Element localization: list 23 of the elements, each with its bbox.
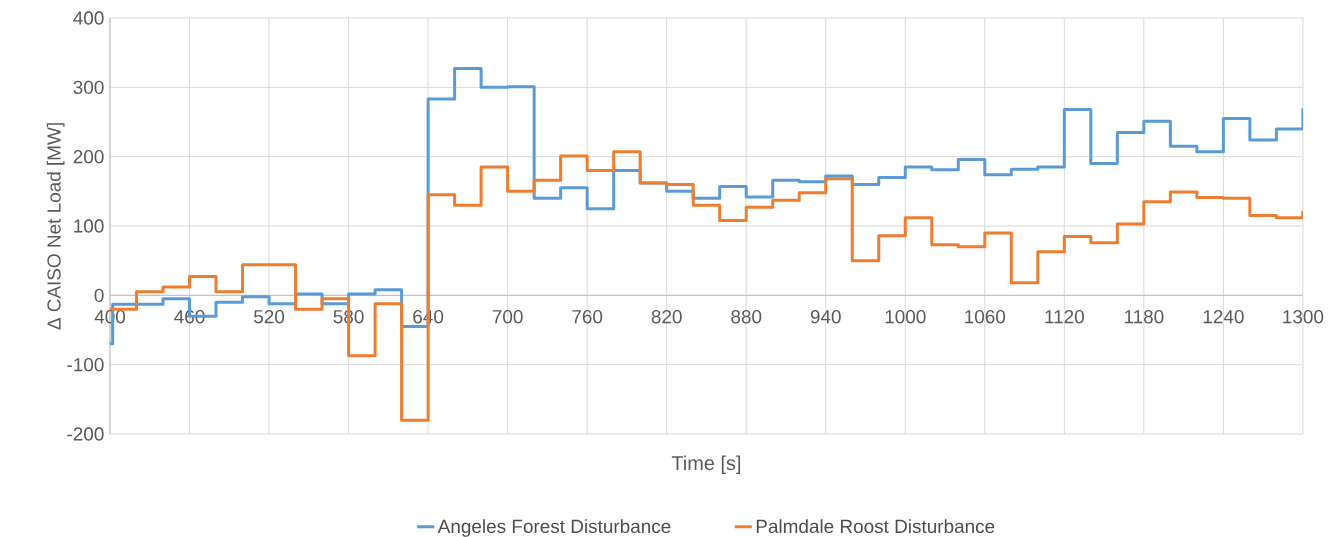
x-tick-label: 880 [731, 309, 762, 324]
y-tick-label: 100 [74, 219, 104, 233]
y-tick-label: 0 [94, 288, 104, 303]
y-tick-label: 400 [73, 11, 104, 25]
y-tick-label: 300 [73, 80, 104, 95]
x-tick-label: 700 [492, 309, 523, 324]
x-tick-label: 1240 [1203, 309, 1244, 324]
y-tick-label: 200 [73, 149, 104, 164]
legend-label: Angeles Forest Disturbance [437, 519, 671, 537]
y-tick-label: -200 [67, 427, 104, 441]
x-tick-label: 1120 [1045, 309, 1084, 324]
x-tick-label: 1060 [965, 309, 1006, 324]
x-tick-label: 1300 [1283, 309, 1324, 324]
x-tick-label: 760 [572, 309, 603, 324]
y-tick-label: -100 [67, 357, 104, 372]
x-tick-label: 940 [810, 309, 841, 324]
legend-label: Palmdale Roost Disturbance [756, 519, 995, 534]
x-axis-title: Time [s] [671, 455, 741, 475]
x-tick-label: 520 [254, 309, 285, 324]
x-tick-label: 820 [651, 309, 682, 324]
x-tick-label: 1000 [885, 309, 926, 324]
x-tick-label: 1180 [1124, 309, 1164, 324]
y-axis-title: Δ CAISO Net Load [MW] [46, 123, 65, 330]
